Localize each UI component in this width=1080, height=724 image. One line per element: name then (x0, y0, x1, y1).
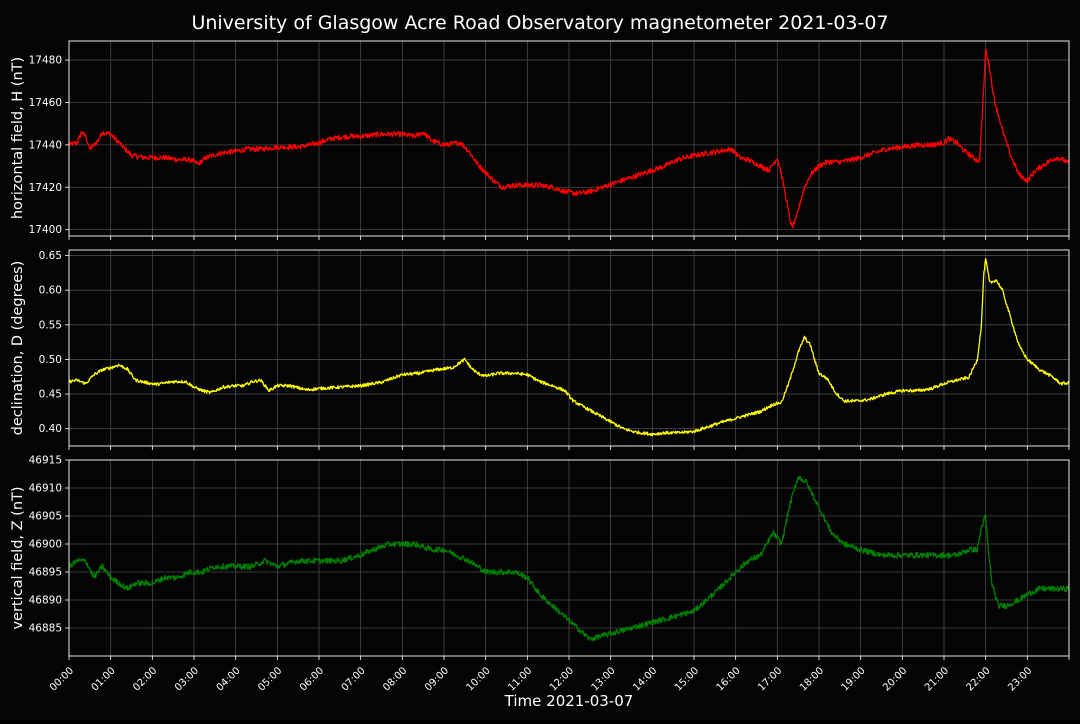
y-tick-label: 17400 (29, 224, 62, 236)
y-tick-label: 46905 (29, 511, 62, 523)
chart-title: University of Glasgow Acre Road Observat… (191, 12, 888, 34)
x-tick-label: 19:00 (840, 665, 868, 693)
series-line-D (68, 258, 1070, 437)
y-tick-label: 0.65 (39, 250, 62, 262)
x-tick-label: 10:00 (465, 665, 493, 693)
y-tick-label: 17440 (29, 139, 62, 151)
x-tick-label: 11:00 (506, 665, 534, 693)
x-tick-label: 21:00 (923, 665, 951, 693)
x-axis-label: Time 2021-03-07 (504, 692, 634, 710)
y-tick-label: 46885 (29, 623, 62, 635)
x-tick-label: 13:00 (590, 665, 618, 693)
x-tick-label: 05:00 (256, 665, 284, 693)
x-tick-label: 14:00 (631, 665, 659, 693)
y-tick-label: 0.45 (39, 389, 62, 401)
x-tick-label: 12:00 (548, 665, 576, 693)
x-tick-label: 00:00 (48, 665, 76, 693)
y-axis-label-Z: vertical field, Z (nT) (10, 486, 26, 629)
panel-D-frame (68, 249, 1070, 447)
x-tick-label: 06:00 (298, 665, 326, 693)
y-tick-label: 46910 (29, 483, 62, 495)
y-tick-label: 0.40 (39, 423, 62, 435)
y-tick-label: 17460 (29, 97, 62, 109)
x-tick-label: 23:00 (1006, 665, 1034, 693)
x-tick-label: 18:00 (798, 665, 826, 693)
y-tick-label: 17420 (29, 182, 62, 194)
y-tick-label: 17480 (29, 55, 62, 67)
x-tick-label: 08:00 (381, 665, 409, 693)
panel-Z: 46885 46890 46895 46900 46905 46910 46915 verti… (10, 455, 1070, 693)
x-tick-label: 07:00 (340, 665, 368, 693)
series-line-Z (68, 476, 1070, 642)
x-tick-label: 09:00 (423, 665, 451, 693)
series-line-H (68, 48, 1070, 229)
panel-H-frame (68, 40, 1070, 237)
x-tick-label: 16:00 (715, 665, 743, 693)
y-tick-label: 46915 (29, 455, 62, 467)
y-tick-label: 46895 (29, 567, 62, 579)
x-tick-label: 03:00 (173, 665, 201, 693)
y-tick-label: 0.50 (39, 354, 62, 366)
y-axis-label-D: declination, D (degrees) (10, 261, 26, 436)
x-tick-label: 20:00 (881, 665, 909, 693)
x-tick-label: 17:00 (756, 665, 784, 693)
x-tick-label: 22:00 (965, 665, 993, 693)
y-tick-label: 46900 (29, 539, 62, 551)
y-tick-label: 0.60 (39, 285, 62, 297)
x-tick-label: 04:00 (215, 665, 243, 693)
y-tick-label: 46890 (29, 595, 62, 607)
y-axis-label-H: horizontal field, H (nT) (10, 57, 26, 219)
x-tick-label: 15:00 (673, 665, 701, 693)
x-tick-label: 01:00 (90, 665, 118, 693)
panel-D: 0.40 0.45 0.50 0.55 0.60 0.65 declination, D (… (10, 249, 1070, 450)
x-tick-label: 02:00 (131, 665, 159, 693)
y-tick-label: 0.55 (39, 319, 62, 331)
panel-Z-frame (68, 459, 1070, 657)
